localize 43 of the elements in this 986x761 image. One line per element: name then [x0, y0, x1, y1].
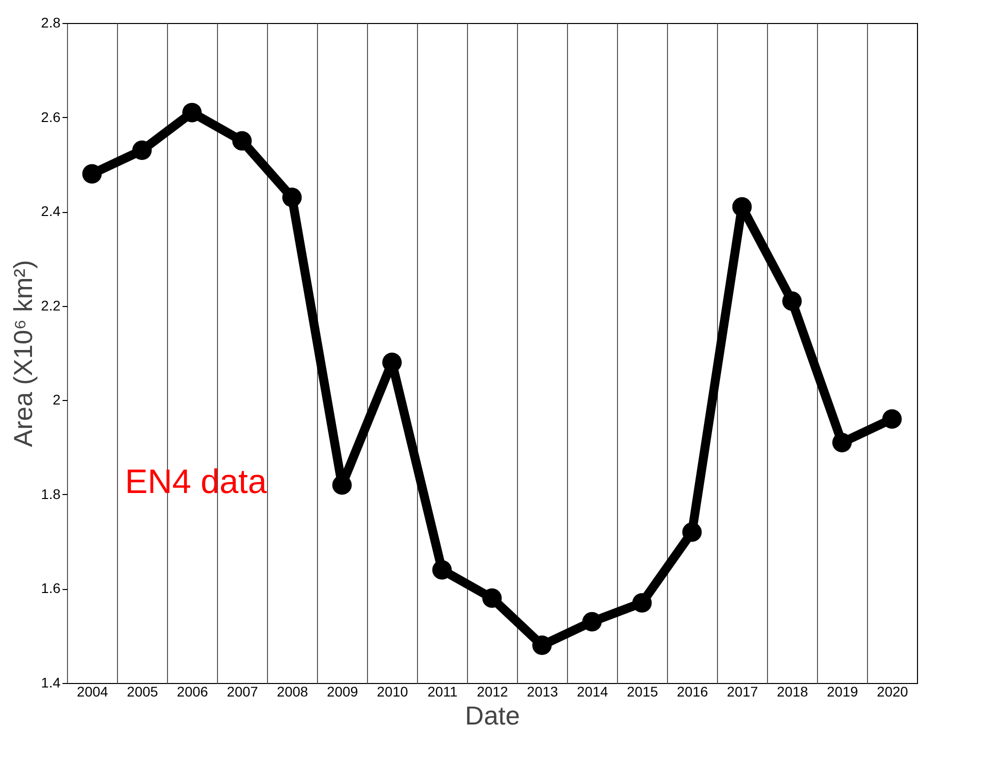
x-tick-label: 2020 [876, 684, 908, 700]
x-tick-label: 2009 [326, 684, 358, 700]
x-axis-title: Date [465, 700, 520, 730]
y-tick-label: 2.8 [41, 14, 61, 30]
point [582, 612, 602, 632]
x-tick-label: 2010 [376, 684, 408, 700]
y-axis-title: Area (X10⁶ km²) [8, 260, 38, 447]
point [532, 636, 552, 656]
x-tick-label: 2019 [826, 684, 858, 700]
point [182, 102, 202, 122]
point [832, 432, 852, 452]
x-tick-label: 2017 [726, 684, 758, 700]
point [482, 588, 502, 608]
point [682, 522, 702, 542]
x-tick-label: 2006 [176, 684, 208, 700]
x-tick-label: 2015 [626, 684, 658, 700]
y-tick-label: 1.8 [41, 486, 61, 502]
x-tick-label: 2014 [576, 684, 608, 700]
x-tick-label: 2005 [126, 684, 158, 700]
x-tick-label: 2008 [276, 684, 308, 700]
point [432, 560, 452, 580]
y-tick-label: 1.6 [41, 580, 61, 596]
point [82, 164, 102, 184]
point [882, 409, 902, 429]
point [132, 140, 152, 160]
x-tick-label: 2012 [476, 684, 508, 700]
x-tick-label: 2016 [676, 684, 708, 700]
y-tick-label: 2.6 [41, 108, 61, 125]
point [632, 593, 652, 613]
y-tick-label: 2 [52, 392, 61, 408]
y-tick-label: 1.4 [41, 674, 61, 690]
point [232, 131, 252, 151]
x-tick-label: 2013 [526, 684, 558, 700]
x-tick-label: 2018 [776, 684, 808, 700]
y-tick-label: 2.2 [41, 297, 61, 314]
point [282, 188, 302, 208]
point [332, 475, 352, 495]
point [732, 197, 752, 217]
x-tick-label: 2004 [76, 684, 108, 700]
point [782, 291, 802, 311]
y-tick-label: 2.4 [41, 203, 61, 220]
x-tick-label: 2007 [226, 684, 258, 700]
x-tick-label: 2011 [427, 684, 458, 700]
